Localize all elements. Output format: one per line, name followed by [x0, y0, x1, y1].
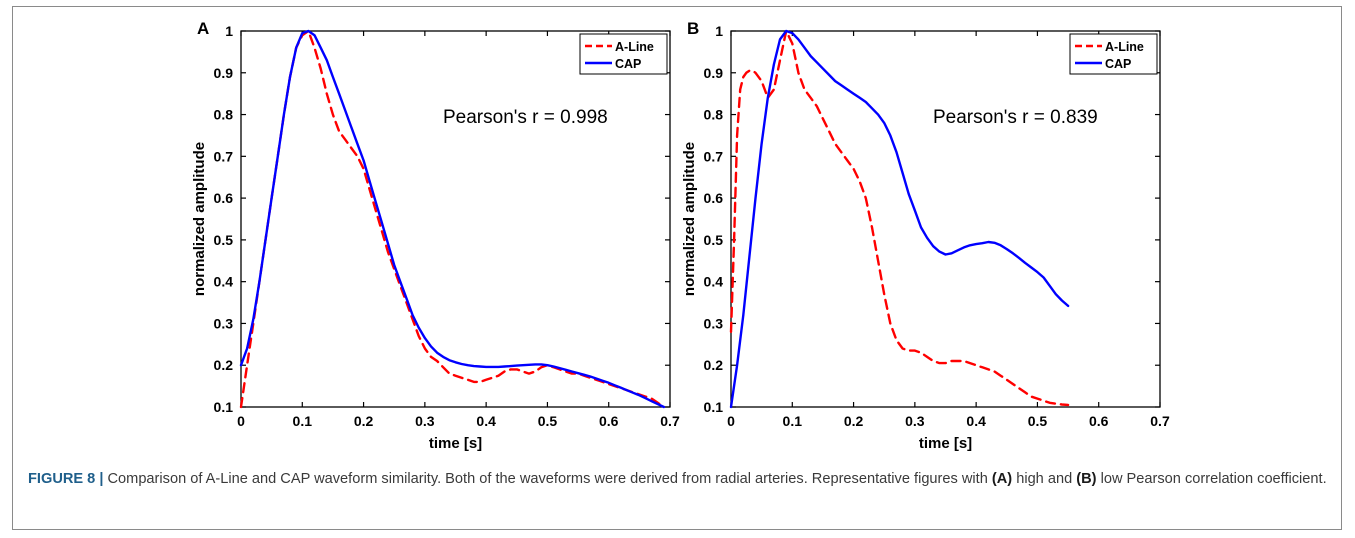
panel-b-x-tick-label: 0.2: [844, 413, 864, 429]
panel-a-series-cap-line: [239, 29, 666, 409]
caption-text-3: low Pearson correlation coefficient.: [1096, 471, 1327, 487]
panel-a-x-axis-label: time [s]: [429, 435, 482, 452]
panel-b-y-tick-label: 0.8: [704, 107, 724, 123]
panel-b-series-cap-line: [729, 29, 1070, 409]
panel-a-y-tick-label: 0.1: [214, 399, 234, 415]
panel-a-legend-label-cap: CAP: [615, 57, 641, 71]
panel-b-legend-label-cap: CAP: [1105, 57, 1131, 71]
panel-a-x-tick-label: 0: [237, 413, 245, 429]
panel-b-y-tick-label: 0.7: [704, 148, 724, 164]
panel-a-x-tick-label: 0.6: [599, 413, 619, 429]
panel-b-x-tick-label: 0.5: [1028, 413, 1048, 429]
panel-a-x-tick-label: 0.3: [415, 413, 435, 429]
panel-a-y-tick-label: 0.9: [214, 65, 234, 81]
panel-a-y-tick-label: 0.7: [214, 148, 234, 164]
panel-b-series-a-line-line: [729, 29, 1070, 407]
panel-b-x-tick-label: 0.1: [783, 413, 803, 429]
panel-b-x-tick-label: 0.6: [1089, 413, 1109, 429]
panel-a-y-tick-label: 0.6: [214, 190, 234, 206]
panel-b-y-tick-label: 1: [715, 23, 723, 39]
panel-a-y-tick-label: 1: [225, 23, 233, 39]
panel-b-x-tick-label: 0: [727, 413, 735, 429]
panel-b-y-tick-label: 0.1: [704, 399, 724, 415]
panel-b-legend-label-a-line: A-Line: [1105, 40, 1144, 54]
panel-b-y-tick-label: 0.4: [704, 274, 724, 290]
panel-a-x-tick-label: 0.1: [293, 413, 313, 429]
panel-a-y-tick-label: 0.2: [214, 357, 234, 373]
panel-b-y-tick-label: 0.6: [704, 190, 724, 206]
panel-a-y-tick-label: 0.3: [214, 315, 234, 331]
panel-b-x-tick-label: 0.3: [905, 413, 925, 429]
panel-a-x-tick-label: 0.4: [476, 413, 496, 429]
panel-a-y-axis-label: normalized amplitude: [191, 142, 208, 296]
panel-b-y-tick-label: 0.2: [704, 357, 724, 373]
panel-b-axes-box: [730, 30, 1161, 408]
caption-text-2: high and: [1012, 471, 1077, 487]
panel-a-y-tick-label: 0.4: [214, 274, 234, 290]
panel-a-y-tick-label: 0.5: [214, 232, 234, 248]
panel-a-x-tick-label: 0.5: [538, 413, 558, 429]
figure-frame: [12, 6, 1342, 530]
caption-ref-b: (B): [1076, 471, 1097, 487]
caption-figure-label: FIGURE 8 |: [28, 471, 104, 487]
figure-caption: FIGURE 8 | Comparison of A-Line and CAP …: [28, 468, 1328, 490]
panel-a-panel-label: A: [197, 19, 209, 38]
caption-text-1: Comparison of A-Line and CAP waveform si…: [103, 471, 992, 487]
panel-b-x-tick-label: 0.7: [1150, 413, 1170, 429]
panel-a-series-a-line-line: [239, 29, 666, 409]
panel-a-x-tick-label: 0.7: [660, 413, 680, 429]
panel-b-y-tick-label: 0.9: [704, 65, 724, 81]
panel-b-y-tick-label: 0.3: [704, 315, 724, 331]
panel-b-pearson-annotation: Pearson's r = 0.839: [933, 107, 1098, 128]
panel-a-legend-box: [579, 33, 668, 75]
panel-a-x-tick-label: 0.2: [354, 413, 374, 429]
panel-b-panel-label: B: [687, 19, 699, 38]
panel-b-y-axis-label: normalized amplitude: [681, 142, 698, 296]
panel-a-y-tick-label: 0.8: [214, 107, 234, 123]
panel-b-y-tick-label: 0.5: [704, 232, 724, 248]
panel-b-x-axis-label: time [s]: [919, 435, 972, 452]
panel-a-legend-label-a-line: A-Line: [615, 40, 654, 54]
panel-b-x-tick-label: 0.4: [966, 413, 986, 429]
panel-b-legend-box: [1069, 33, 1158, 75]
caption-ref-a: (A): [991, 471, 1013, 487]
panel-a-pearson-annotation: Pearson's r = 0.998: [443, 107, 608, 128]
panel-a-axes-box: [240, 30, 671, 408]
